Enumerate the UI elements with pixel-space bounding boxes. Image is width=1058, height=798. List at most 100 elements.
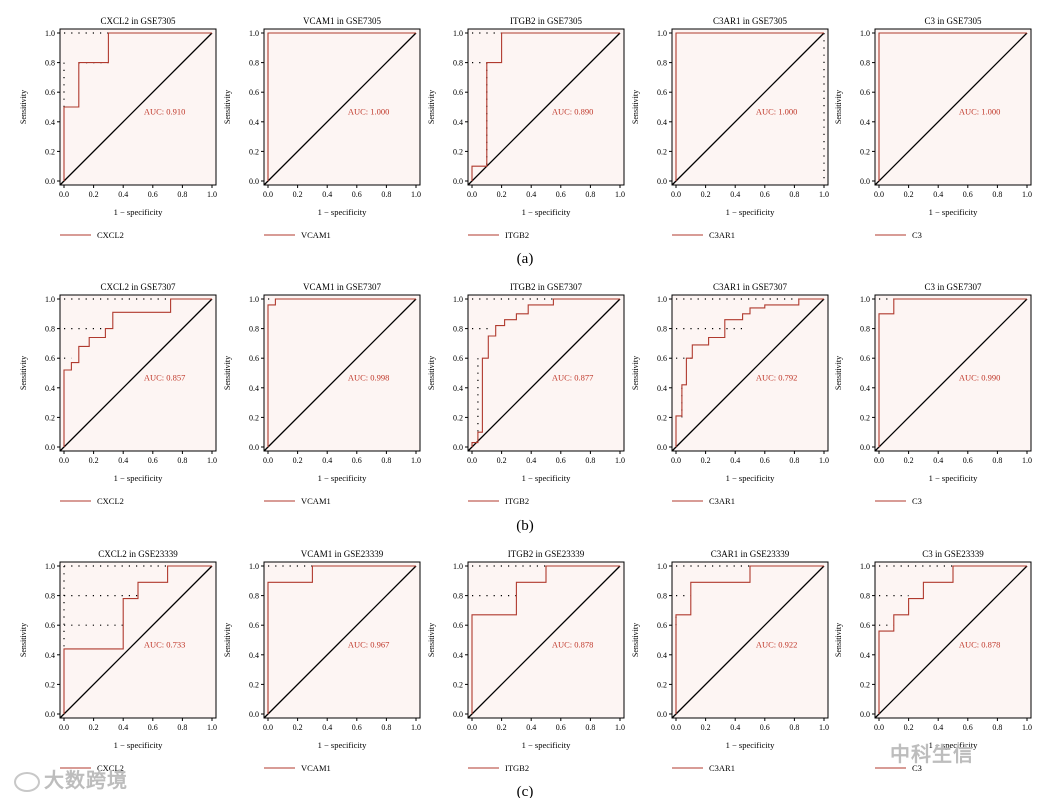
- panel-title: C3 in GSE7305: [924, 16, 982, 26]
- panel-title: C3AR1 in GSE7305: [713, 16, 788, 26]
- roc-panel: VCAM1 in GSE23339 0.0 0.0 0.2 0.2 0.4 0.4 0.6 0.…: [223, 549, 421, 773]
- y-tick-label: 0.2: [45, 147, 55, 156]
- x-axis-label: 1 − specificity: [114, 740, 163, 750]
- y-axis-label: Sensitivity: [631, 356, 640, 390]
- figure-row-0: CXCL2 in GSE7305 0.0 0.0 0.2 0.2 0.4 0.4 0.6 0.6…: [19, 16, 1032, 267]
- diagonal-reference-line: [671, 32, 825, 186]
- roc-panel: CXCL2 in GSE7305 0.0 0.0 0.2 0.2 0.4 0.4 0.6 0.6…: [19, 16, 217, 240]
- y-tick-label: 0.8: [860, 592, 870, 601]
- x-tick-label: 0.6: [963, 190, 973, 199]
- x-tick-label: 0.4: [933, 456, 943, 465]
- x-tick-label: 0.4: [933, 190, 943, 199]
- x-tick-label: 0.6: [148, 456, 158, 465]
- roc-curve: [471, 298, 620, 447]
- x-tick-label: 0.4: [933, 723, 943, 732]
- legend-label: C3: [912, 763, 922, 773]
- y-tick-label: 0.8: [453, 59, 463, 68]
- row-label: (c): [517, 784, 534, 798]
- x-tick-label: 0.8: [381, 456, 391, 465]
- diagonal-reference-line: [874, 32, 1028, 186]
- roc-panel: C3 in GSE7307 0.0 0.0 0.2 0.2 0.4 0.4 0.6 0.6 0.8…: [834, 282, 1032, 506]
- roc-curve: [675, 32, 824, 181]
- y-axis-label: Sensitivity: [223, 356, 232, 390]
- roc-panel: C3 in GSE7305 0.0 0.0 0.2 0.2 0.4 0.4 0.6 0.6 0.8…: [834, 16, 1032, 240]
- x-tick-label: 0.6: [963, 456, 973, 465]
- x-tick-label: 1.0: [1022, 190, 1032, 199]
- y-tick-label: 1.0: [45, 295, 55, 304]
- y-tick-label: 0.8: [249, 325, 259, 334]
- y-tick-label: 0.4: [453, 384, 463, 393]
- auc-label: AUC: 0.890: [552, 106, 594, 116]
- x-tick-label: 0.0: [671, 456, 681, 465]
- roc-panel: VCAM1 in GSE7305 0.0 0.0 0.2 0.2 0.4 0.4 0.6 0.6…: [223, 16, 421, 240]
- legend-label: C3AR1: [709, 763, 735, 773]
- x-tick-label: 0.8: [177, 190, 187, 199]
- y-tick-label: 1.0: [453, 29, 463, 38]
- roc-curve: [267, 32, 416, 181]
- x-tick-label: 0.0: [467, 190, 477, 199]
- y-tick-label: 0.2: [657, 680, 667, 689]
- y-tick-label: 0.2: [657, 413, 667, 422]
- x-tick-label: 0.0: [671, 190, 681, 199]
- x-tick-label: 0.4: [526, 723, 536, 732]
- x-tick-label: 0.0: [59, 456, 69, 465]
- legend-label: ITGB2: [505, 496, 529, 506]
- roc-panel: C3AR1 in GSE7305 0.0 0.0 0.2 0.2 0.4 0.4 0.6 0.6…: [631, 16, 829, 240]
- auc-label: AUC: 0.792: [756, 372, 798, 382]
- y-tick-label: 0.4: [453, 651, 463, 660]
- y-tick-label: 0.0: [249, 710, 259, 719]
- y-tick-label: 0.4: [860, 651, 870, 660]
- x-axis-label: 1 − specificity: [726, 207, 775, 217]
- y-tick-label: 1.0: [249, 29, 259, 38]
- panel-title: VCAM1 in GSE23339: [301, 549, 384, 559]
- x-tick-label: 0.4: [322, 190, 332, 199]
- roc-curve: [675, 298, 824, 447]
- legend-label: VCAM1: [301, 230, 331, 240]
- diagonal-reference-line: [59, 565, 213, 719]
- panel-title: VCAM1 in GSE7305: [303, 16, 382, 26]
- x-tick-label: 1.0: [615, 456, 625, 465]
- y-tick-label: 0.6: [657, 88, 667, 97]
- x-tick-label: 0.2: [904, 456, 914, 465]
- legend-label: C3: [912, 230, 922, 240]
- y-axis-label: Sensitivity: [631, 90, 640, 124]
- legend-label: C3AR1: [709, 230, 735, 240]
- y-tick-label: 0.0: [860, 177, 870, 186]
- legend-label: VCAM1: [301, 763, 331, 773]
- x-tick-label: 0.6: [760, 456, 770, 465]
- x-axis-label: 1 − specificity: [929, 740, 978, 750]
- roc-curve: [878, 565, 1027, 714]
- panel-title: ITGB2 in GSE7305: [510, 16, 583, 26]
- x-tick-label: 0.0: [59, 190, 69, 199]
- x-tick-label: 1.0: [1022, 456, 1032, 465]
- diagonal-reference-line: [59, 298, 213, 452]
- y-tick-label: 0.2: [860, 413, 870, 422]
- x-tick-label: 0.8: [789, 190, 799, 199]
- y-tick-label: 0.4: [657, 384, 667, 393]
- x-tick-label: 0.2: [701, 190, 711, 199]
- x-tick-label: 0.8: [381, 190, 391, 199]
- legend-label: CXCL2: [97, 496, 124, 506]
- x-tick-label: 0.8: [992, 723, 1002, 732]
- x-tick-label: 0.2: [904, 190, 914, 199]
- legend-label: C3: [912, 496, 922, 506]
- y-tick-label: 0.0: [453, 443, 463, 452]
- auc-label: AUC: 1.000: [959, 106, 1001, 116]
- y-tick-label: 0.2: [453, 147, 463, 156]
- watermark-left-text: 大数跨境: [44, 768, 128, 792]
- x-tick-label: 0.4: [322, 456, 332, 465]
- x-tick-label: 0.4: [118, 723, 128, 732]
- auc-label: AUC: 0.857: [144, 372, 186, 382]
- x-tick-label: 0.6: [760, 723, 770, 732]
- x-tick-label: 0.8: [585, 456, 595, 465]
- x-tick-label: 0.4: [118, 456, 128, 465]
- legend-label: C3AR1: [709, 496, 735, 506]
- x-tick-label: 0.2: [701, 456, 711, 465]
- y-tick-label: 0.0: [453, 177, 463, 186]
- x-tick-label: 1.0: [1022, 723, 1032, 732]
- y-tick-label: 0.0: [45, 710, 55, 719]
- x-tick-label: 1.0: [411, 456, 421, 465]
- x-tick-label: 0.0: [874, 456, 884, 465]
- y-axis-label: Sensitivity: [427, 90, 436, 124]
